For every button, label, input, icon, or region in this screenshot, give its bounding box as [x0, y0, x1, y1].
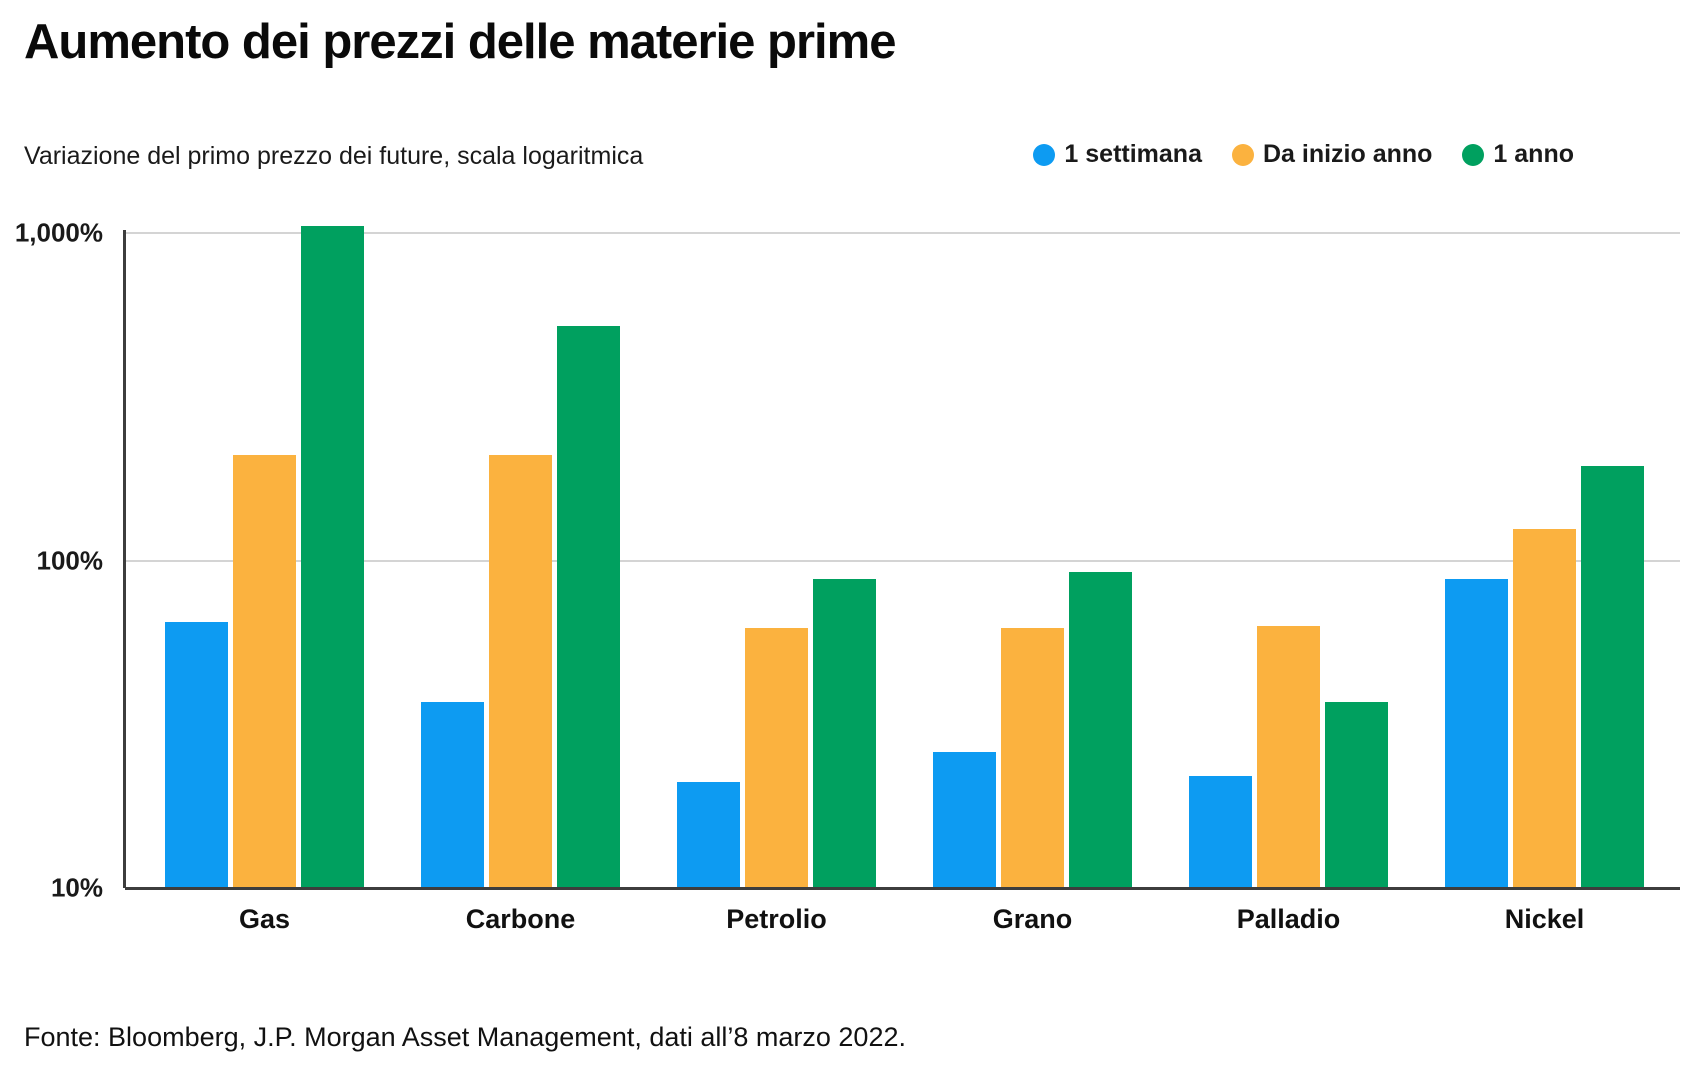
legend-item-da-inizio-anno: Da inizio anno [1231, 140, 1433, 169]
bar-nickel-da-inizio-anno [1513, 528, 1576, 888]
bar-carbone-1-anno [557, 326, 620, 888]
bar-grano-1-anno [1069, 572, 1132, 888]
bar-nickel-1-settimana [1445, 578, 1508, 888]
legend-dot-icon [1033, 143, 1056, 166]
category-label-grano: Grano [992, 904, 1073, 934]
chart-subtitle: Variazione del primo prezzo dei future, … [24, 142, 644, 170]
legend-label: 1 anno [1493, 140, 1574, 168]
bar-grano-da-inizio-anno [1001, 628, 1064, 888]
y-tick-label: 100% [36, 545, 104, 575]
source-note: Fonte: Bloomberg, J.P. Morgan Asset Mana… [24, 1022, 906, 1052]
category-label-petrolio: Petrolio [726, 904, 827, 934]
bar-gas-da-inizio-anno [233, 454, 296, 888]
legend-item-1-anno: 1 anno [1462, 140, 1574, 169]
bar-petrolio-da-inizio-anno [745, 628, 808, 888]
category-label-carbone: Carbone [465, 904, 576, 934]
legend-dot-icon [1462, 143, 1485, 166]
bar-palladio-1-settimana [1189, 775, 1252, 888]
gridline-100 [125, 559, 1680, 562]
legend-label: Da inizio anno [1262, 140, 1433, 168]
legend-item-1-settimana: 1 settimana [1033, 140, 1202, 169]
y-tick-label: 10% [50, 872, 103, 903]
bar-gas-1-settimana [165, 621, 228, 888]
bar-carbone-da-inizio-anno [489, 454, 552, 888]
category-label-gas: Gas [238, 904, 291, 934]
bar-carbone-1-settimana [421, 701, 484, 888]
y-axis-line [123, 230, 126, 888]
bar-nickel-1-anno [1581, 465, 1644, 888]
bar-petrolio-1-anno [813, 578, 876, 888]
legend-dot-icon [1231, 143, 1254, 166]
category-label-palladio: Palladio [1236, 904, 1341, 934]
bar-palladio-1-anno [1325, 701, 1388, 888]
bar-grano-1-settimana [933, 752, 996, 888]
gridline-1000 [125, 232, 1680, 234]
chart-legend: 1 settimana Da inizio anno 1 anno [1033, 140, 1574, 169]
y-tick-label: 1,000% [14, 217, 103, 248]
page-title: Aumento dei prezzi delle materie prime [24, 15, 896, 69]
bar-gas-1-anno [301, 226, 364, 888]
bar-palladio-da-inizio-anno [1257, 626, 1320, 888]
legend-label: 1 settimana [1064, 140, 1202, 168]
gridline-10 [125, 887, 1680, 890]
bar-petrolio-1-settimana [677, 782, 740, 888]
category-label-nickel: Nickel [1504, 904, 1585, 934]
